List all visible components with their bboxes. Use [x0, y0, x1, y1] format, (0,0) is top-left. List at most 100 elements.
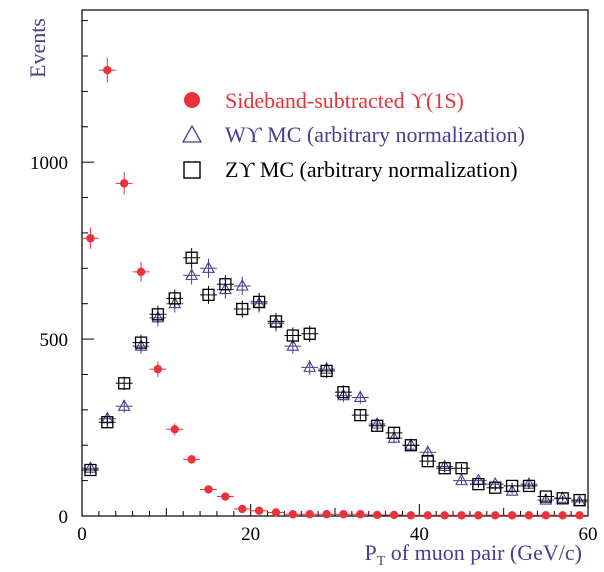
data-point [387, 426, 401, 439]
data-point [356, 510, 365, 519]
data-point [421, 455, 434, 468]
data-point [337, 388, 350, 401]
data-point [455, 473, 468, 486]
data-point [202, 288, 215, 301]
data-point [86, 234, 95, 243]
data-point [136, 267, 146, 277]
legend-label-w-mc: Wϒ MC (arbitrary normalization) [225, 122, 525, 147]
data-point [134, 336, 148, 349]
data-point [305, 510, 314, 519]
data-point [404, 439, 418, 452]
data-point [185, 268, 199, 280]
legend-label-z-mc: Zϒ MC (arbitrary normalization) [225, 157, 518, 182]
legend-label-sideband: Sideband-subtracted ϒ(1S) [225, 88, 464, 113]
data-point [84, 463, 97, 477]
data-point [153, 364, 163, 374]
data-point [558, 511, 567, 520]
data-point [353, 390, 367, 403]
data-point [269, 315, 283, 328]
data-point [472, 478, 485, 491]
series-open-triangle [82, 258, 588, 507]
x-axis-label-main: P [364, 540, 376, 565]
data-point [187, 455, 196, 464]
legend-marker-open-square [183, 161, 201, 179]
data-point [185, 251, 198, 264]
data-point [371, 419, 384, 432]
data-point [440, 511, 449, 520]
x-tick-label: 0 [77, 524, 87, 545]
data-point [505, 479, 519, 493]
data-point [271, 508, 281, 517]
plot-frame [81, 9, 589, 517]
data-point [235, 278, 249, 291]
data-point [372, 510, 382, 520]
x-axis-label-sub: T [377, 554, 386, 567]
data-point [474, 511, 483, 520]
data-point [573, 493, 586, 507]
data-point [505, 484, 519, 496]
data-point [204, 485, 213, 494]
series-filled-circle [82, 57, 588, 520]
data-point [119, 179, 129, 188]
y-tick-label: 1000 [30, 153, 68, 174]
axis-ticks: 0 20 40 60 0 500 1000 [30, 20, 598, 545]
data-point [455, 462, 468, 475]
y-tick-label: 0 [59, 507, 69, 528]
plot-border [81, 9, 589, 517]
data-point [252, 295, 266, 309]
x-tick-label: 40 [410, 524, 429, 545]
data-point [438, 462, 451, 475]
data-point [491, 511, 500, 520]
data-point [389, 510, 399, 520]
data-point [118, 377, 131, 390]
data-point [236, 302, 249, 316]
data-point [202, 261, 215, 273]
data-point [238, 504, 247, 514]
data-point [339, 510, 348, 519]
data-point [522, 479, 536, 493]
data-point [286, 329, 299, 342]
data-point [168, 296, 182, 309]
data-point [421, 445, 435, 457]
data-point [556, 491, 570, 503]
data-point [168, 292, 181, 305]
data-point [286, 339, 300, 351]
data-point [101, 416, 114, 429]
data-point [507, 511, 517, 520]
data-point [539, 492, 553, 505]
data-point [320, 364, 333, 378]
data-point [322, 510, 331, 519]
data-point [170, 425, 179, 434]
series-layer [82, 57, 588, 520]
data-point [539, 490, 552, 503]
legend-entry-sideband: Sideband-subtracted ϒ(1S) [184, 88, 464, 113]
data-point [151, 308, 165, 321]
legend-entry-z-mc: Zϒ MC (arbitrary normalization) [183, 157, 518, 182]
data-point [218, 282, 232, 295]
data-point [387, 431, 401, 443]
x-axis-label: PT of muon pair (GeV/c) [364, 540, 582, 567]
data-point [117, 399, 131, 411]
data-point [354, 409, 367, 422]
data-point [575, 511, 584, 520]
data-point [288, 510, 298, 519]
data-point [541, 511, 551, 520]
data-point [524, 511, 534, 520]
data-point [103, 65, 112, 75]
data-point [303, 360, 317, 372]
series-open-square [82, 248, 588, 507]
y-tick-label: 500 [40, 330, 69, 351]
legend: Sideband-subtracted ϒ(1S) Wϒ MC (arbitra… [181, 88, 525, 182]
data-point [457, 511, 466, 520]
legend-entry-w-mc: Wϒ MC (arbitrary normalization) [181, 122, 525, 147]
x-tick-label: 60 [579, 524, 598, 545]
x-axis-label-rest: of muon pair (GeV/c) [385, 540, 582, 565]
x-tick-label: 20 [241, 524, 260, 545]
data-point [221, 492, 230, 501]
data-point [254, 506, 264, 515]
data-point [303, 327, 316, 340]
data-point [556, 492, 569, 505]
data-point [219, 278, 232, 291]
data-point [423, 511, 432, 520]
